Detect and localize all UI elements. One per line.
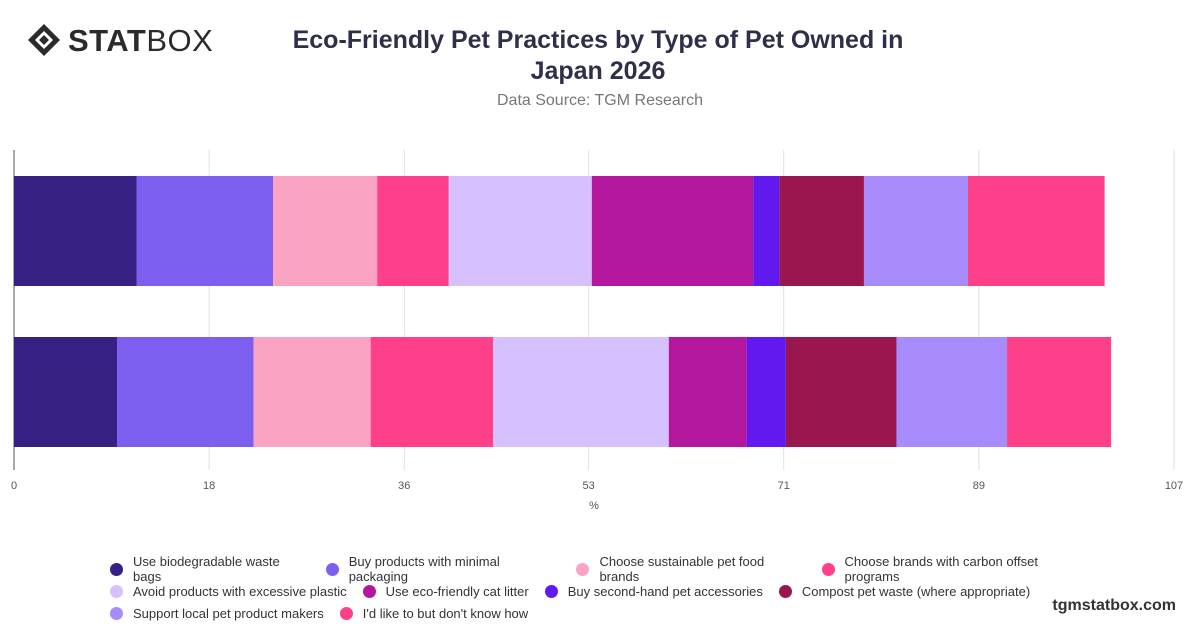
legend-label: Buy second-hand pet accessories — [567, 583, 763, 599]
x-tick-label: 89 — [973, 480, 985, 492]
bar-segment[interactable] — [753, 176, 780, 286]
chart-subtitle: Data Source: TGM Research — [496, 92, 703, 109]
legend-label: Support local pet product makers — [133, 605, 324, 621]
diamond-logo-icon — [28, 24, 60, 56]
footer-site-name: tgmstatbox.com — [1052, 597, 1176, 614]
legend-swatch — [110, 606, 123, 620]
legend-label: Use eco-friendly cat litter — [385, 583, 529, 599]
bar-segment[interactable] — [253, 337, 371, 447]
x-axis-label: % — [589, 500, 599, 512]
bar-segment[interactable] — [968, 176, 1105, 286]
legend-swatch — [544, 584, 558, 598]
legend-label: I'd like to but don't know how — [362, 605, 529, 621]
x-tick-label: 0 — [11, 480, 17, 492]
legend-swatch — [362, 584, 376, 598]
x-tick-label: 71 — [778, 480, 790, 492]
bar-segment[interactable] — [896, 337, 1008, 447]
legend-label: Buy products with minimal packaging — [348, 554, 500, 584]
bar-segment[interactable] — [1007, 337, 1112, 447]
legend-item[interactable]: Use biodegradable waste bags — [110, 554, 310, 584]
x-tick-label: 18 — [203, 480, 215, 492]
legend-row: Use biodegradable waste bags Buy products… — [110, 554, 1110, 584]
bar-segment[interactable] — [863, 176, 969, 286]
legend-label: Compost pet waste (where appropriate) — [801, 583, 1031, 599]
legend-item[interactable]: Avoid products with excessive plastic — [110, 584, 347, 599]
legend-item[interactable]: Support local pet product makers — [110, 606, 324, 621]
logo-bold-text: STAT — [68, 22, 147, 58]
bar-segment[interactable] — [746, 337, 786, 447]
legend-item[interactable]: Choose brands with carbon offset program… — [821, 554, 1094, 584]
bar-segment[interactable] — [448, 176, 592, 286]
bar-segment[interactable] — [116, 337, 254, 447]
x-tick-label: 53 — [582, 480, 594, 492]
bar-segment[interactable] — [668, 337, 747, 447]
bar-segment[interactable] — [273, 176, 378, 286]
chart-title-line-1: Eco-Friendly Pet Practices by Type of Pe… — [292, 26, 904, 54]
legend-row: Avoid products with excessive plastic Use… — [110, 580, 1110, 602]
legend-label: Avoid products with excessive plastic — [133, 583, 347, 599]
bar-segment[interactable] — [136, 176, 274, 286]
statbox-logo: STATBOX — [26, 22, 213, 58]
legend-item[interactable]: Compost pet waste (where appropriate) — [778, 583, 1031, 599]
stacked-bar-chart: 0 18 36 53 71 89 107% — [11, 150, 1183, 512]
chart-legend: Use biodegradable waste bags Buy products… — [110, 554, 1110, 624]
bar-segment[interactable] — [785, 337, 897, 447]
bar-segment[interactable] — [370, 337, 494, 447]
bar-segment[interactable] — [591, 176, 754, 286]
legend-swatch — [339, 606, 353, 620]
bar-segment[interactable] — [14, 176, 137, 286]
bar-segment[interactable] — [493, 337, 669, 447]
legend-swatch — [576, 562, 590, 576]
bar-segment[interactable] — [377, 176, 449, 286]
legend-item[interactable]: Buy products with minimal packaging — [325, 554, 561, 584]
chart-title-line-2: Japan 2026 — [530, 57, 666, 85]
legend-swatch — [110, 562, 123, 576]
bar-segment[interactable] — [779, 176, 864, 286]
legend-label: Choose brands with carbon offset program… — [844, 554, 1038, 584]
legend-row: Support local pet product makers I'd like… — [110, 602, 1110, 624]
legend-item[interactable]: Use eco-friendly cat litter — [362, 583, 529, 599]
legend-label: Use biodegradable waste bags — [133, 554, 280, 584]
legend-swatch — [778, 584, 792, 598]
x-tick-label: 107 — [1165, 480, 1183, 492]
legend-label: Choose sustainable pet food brands — [599, 554, 765, 584]
legend-item[interactable]: Choose sustainable pet food brands — [576, 554, 805, 584]
logo-wordmark: STATBOX — [68, 25, 213, 56]
legend-swatch — [821, 562, 835, 576]
legend-item[interactable]: Buy second-hand pet accessories — [544, 583, 763, 599]
legend-item[interactable]: I'd like to but don't know how — [339, 605, 529, 621]
bar-segment[interactable] — [14, 337, 117, 447]
legend-swatch — [110, 584, 123, 598]
chart-title: Eco-Friendly Pet Practices by Type of Pe… — [280, 25, 916, 87]
legend-swatch — [325, 562, 339, 576]
logo-light-text: BOX — [146, 22, 214, 58]
x-tick-label: 36 — [398, 480, 410, 492]
